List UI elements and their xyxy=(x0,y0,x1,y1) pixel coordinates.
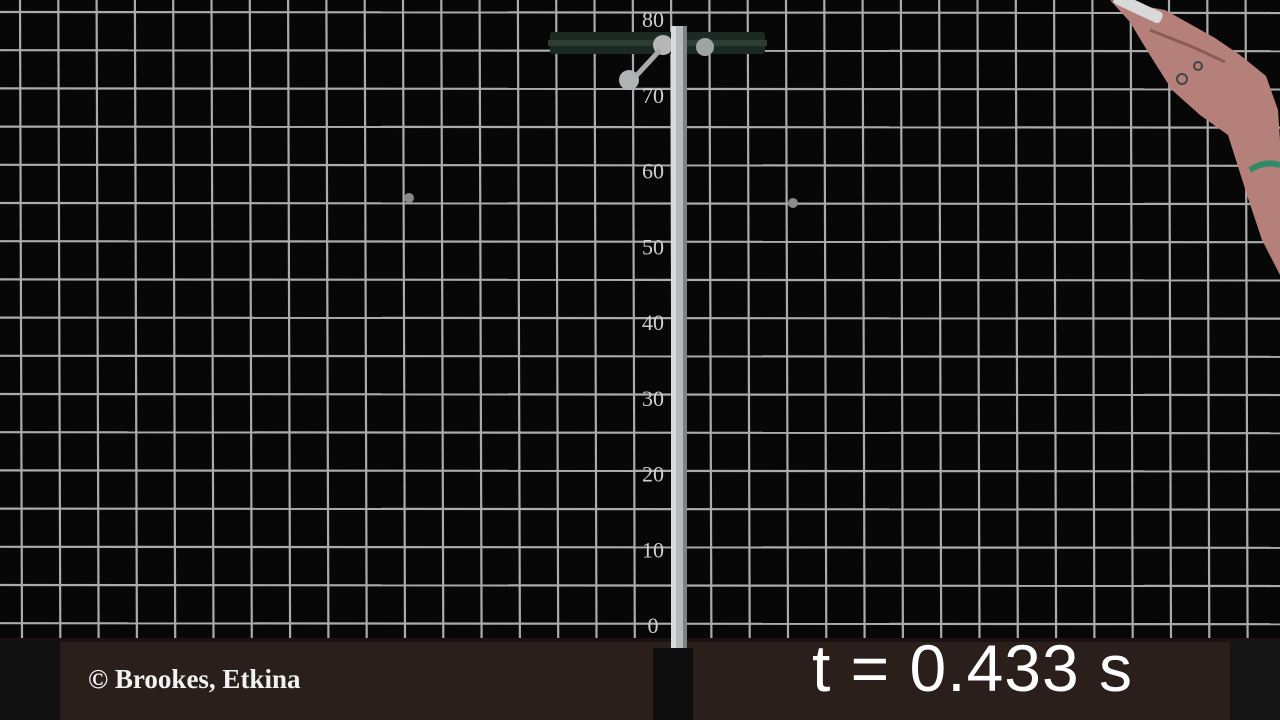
launcher-crossbar xyxy=(548,32,767,90)
scale-label-40: 40 xyxy=(642,310,664,335)
floor-strip xyxy=(0,638,1280,720)
left-ball xyxy=(404,193,414,203)
hand xyxy=(1110,0,1280,275)
scale-label-10: 10 xyxy=(642,537,664,562)
scale-label-20: 20 xyxy=(642,462,664,487)
time-readout: t = 0.433 s xyxy=(812,631,1134,705)
scale-label-80: 80 xyxy=(642,7,664,32)
chalkboard-grid xyxy=(0,0,1280,641)
height-scale: 80 70 60 50 40 30 20 10 0 xyxy=(642,7,664,638)
scale-label-70: 70 xyxy=(642,83,664,108)
scale-label-30: 30 xyxy=(642,386,664,411)
scale-label-0: 0 xyxy=(648,613,659,638)
support-pole xyxy=(653,26,693,720)
scale-label-50: 50 xyxy=(642,234,664,259)
copyright-credit: © Brookes, Etkina xyxy=(88,664,301,694)
right-ball xyxy=(788,198,798,208)
scale-label-60: 60 xyxy=(642,159,664,184)
